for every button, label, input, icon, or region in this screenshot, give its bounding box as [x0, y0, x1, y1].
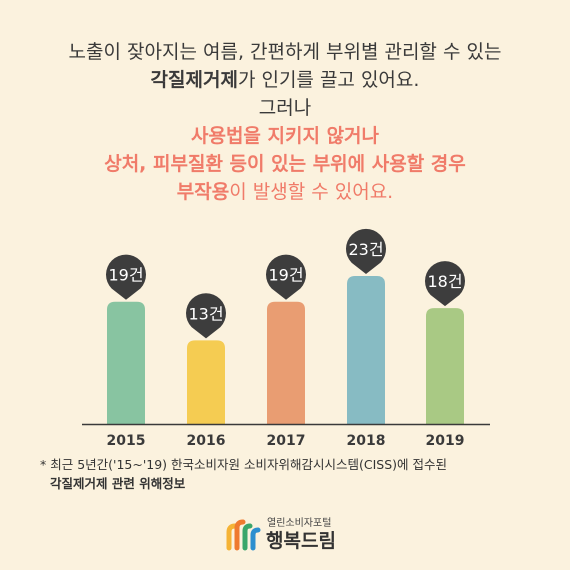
intro-line-1: 노출이 잦아지는 여름, 간편하게 부위별 관리할 수 있는	[68, 41, 502, 63]
data-label-pin-2015	[106, 254, 146, 300]
intro-line-5: 상처, 피부질환 등이 있는 부위에 사용할 경우	[104, 153, 466, 175]
data-label-2017: 19건	[268, 266, 303, 285]
bar-2019	[426, 308, 464, 424]
data-label-pin-2019	[425, 261, 465, 307]
data-label-pin-2016	[186, 293, 226, 339]
intro-line-2-rest: 가 인기를 끌고 있어요.	[237, 69, 420, 91]
bar-2018	[347, 276, 385, 424]
data-label-2015: 19건	[108, 266, 143, 285]
intro-line-6: 부작용이 발생할 수 있어요.	[0, 178, 570, 206]
intro-line-3: 그러나	[258, 97, 312, 119]
data-label-2019: 18건	[427, 272, 462, 291]
logo: 열린소비자포털 행복드림	[226, 514, 376, 554]
x-tick-label-2016: 2016	[187, 433, 226, 449]
product-name: 각질제거제	[150, 69, 238, 91]
data-label-2018: 23건	[348, 240, 383, 259]
intro-line-6-rest: 이 발생할 수 있어요.	[229, 181, 394, 203]
side-effect-word: 부작용	[176, 181, 230, 203]
x-tick-label-2018: 2018	[347, 433, 386, 449]
bar-2016	[187, 340, 225, 424]
intro-text: 노출이 잦아지는 여름, 간편하게 부위별 관리할 수 있는 각질제거제가 인기…	[0, 38, 570, 206]
bar-2017	[267, 301, 305, 424]
data-label-pin-2017	[265, 254, 306, 300]
logo-title: 행복드림	[266, 530, 336, 552]
footnote: * 최근 5년간('15~'19) 한국소비자원 소비자위해감시시스템(CISS…	[40, 455, 540, 493]
x-tick-label-2019: 2019	[426, 433, 465, 449]
footnote-line-1: * 최근 5년간('15~'19) 한국소비자원 소비자위해감시시스템(CISS…	[40, 457, 448, 472]
intro-line-2: 각질제거제가 인기를 끌고 있어요.	[0, 66, 570, 94]
x-tick-label-2017: 2017	[267, 433, 306, 449]
logo-mark-icon	[226, 519, 261, 551]
data-label-2016: 13건	[188, 304, 223, 323]
footnote-line-2: 각질제거제 관련 위해정보	[50, 476, 186, 491]
intro-line-4: 사용법을 지키지 않거나	[190, 125, 380, 147]
bar-2015	[107, 301, 145, 424]
logo-subtitle: 열린소비자포털	[267, 518, 332, 529]
data-label-pin-2018	[345, 228, 386, 274]
x-tick-label-2015: 2015	[107, 433, 146, 449]
